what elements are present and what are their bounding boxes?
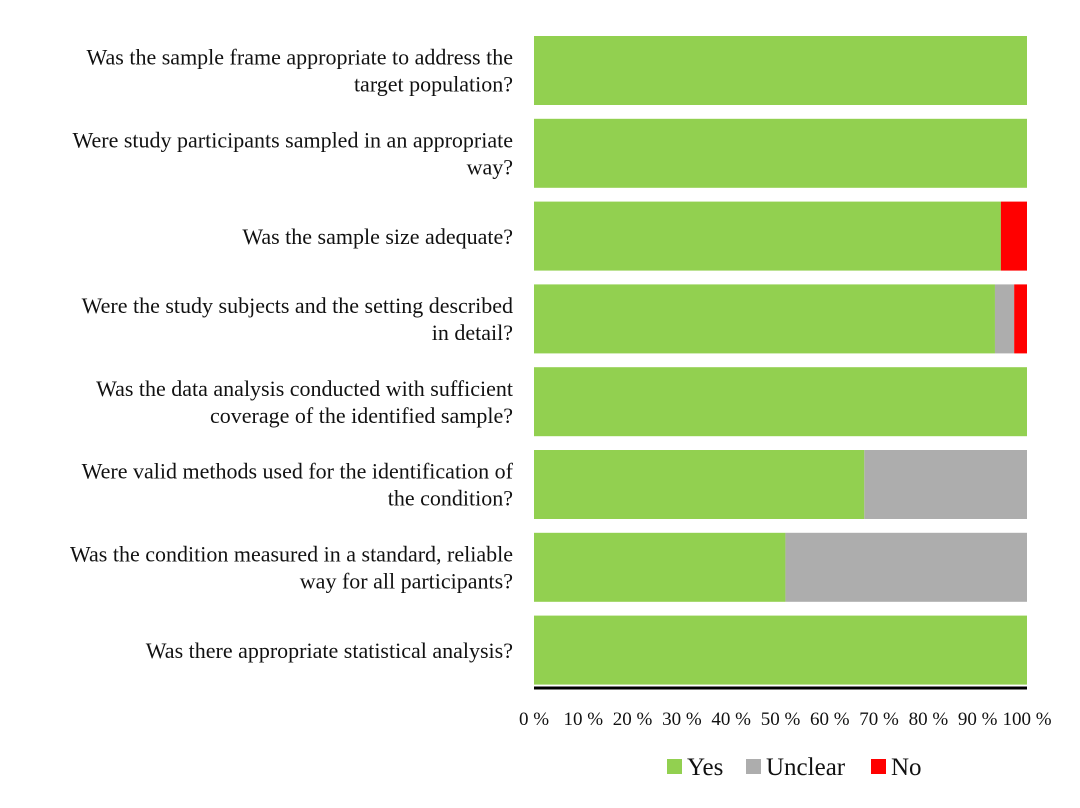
x-tick-label-40: 40 % (711, 709, 751, 730)
bar-yes-6 (534, 450, 865, 519)
category-label-1-line-1: Was the sample frame appropriate to addr… (87, 45, 513, 70)
bar-yes-1 (534, 36, 1027, 105)
x-tick-label-100: 100 % (1002, 709, 1051, 730)
legend-label-yes: Yes (687, 754, 723, 781)
bar-unclear-4 (994, 284, 1015, 354)
legend-swatch-unclear (746, 759, 761, 774)
x-tick-label-30: 30 % (662, 709, 702, 730)
bar-yes-5 (534, 367, 1027, 437)
x-tick-label-20: 20 % (613, 709, 653, 730)
category-label-2-line-2: way? (467, 155, 513, 180)
category-label-6-line-2: the condition? (388, 486, 513, 511)
category-label-6-line-1: Were valid methods used for the identifi… (82, 459, 514, 484)
x-tick-label-80: 80 % (909, 709, 949, 730)
category-label-5-line-1: Was the data analysis conducted with suf… (96, 376, 513, 401)
bar-yes-7 (534, 532, 786, 602)
x-tick-label-90: 90 % (958, 709, 998, 730)
category-label-4-line-2: in detail? (432, 320, 513, 345)
bar-unclear-7 (785, 532, 1027, 602)
x-tick-label-50: 50 % (761, 709, 801, 730)
legend-label-unclear: Unclear (766, 754, 846, 781)
category-label-7-line-2: way for all participants? (300, 569, 513, 594)
bar-yes-3 (534, 201, 1001, 271)
bar-no-3 (1000, 201, 1027, 271)
x-tick-label-0: 0 % (519, 709, 549, 730)
category-label-7-line-1: Was the condition measured in a standard… (70, 542, 513, 567)
bar-yes-2 (534, 118, 1027, 188)
category-label-4-line-1: Were the study subjects and the setting … (82, 293, 513, 318)
bar-yes-8 (534, 615, 1027, 685)
x-tick-label-60: 60 % (810, 709, 850, 730)
bar-unclear-6 (864, 450, 1027, 519)
x-tick-label-10: 10 % (564, 709, 604, 730)
category-label-5-line-2: coverage of the identified sample? (210, 403, 513, 428)
category-label-8: Was there appropriate statistical analys… (146, 638, 513, 663)
x-tick-label-70: 70 % (859, 709, 899, 730)
legend-swatch-yes (667, 759, 682, 774)
category-label-3: Was the sample size adequate? (242, 224, 513, 249)
category-label-2-line-1: Were study participants sampled in an ap… (72, 128, 513, 153)
legend-label-no: No (891, 754, 922, 781)
category-label-1-line-2: target population? (354, 72, 513, 97)
bar-no-4 (1014, 284, 1027, 354)
bar-yes-4 (534, 284, 995, 354)
legend-swatch-no (871, 759, 886, 774)
